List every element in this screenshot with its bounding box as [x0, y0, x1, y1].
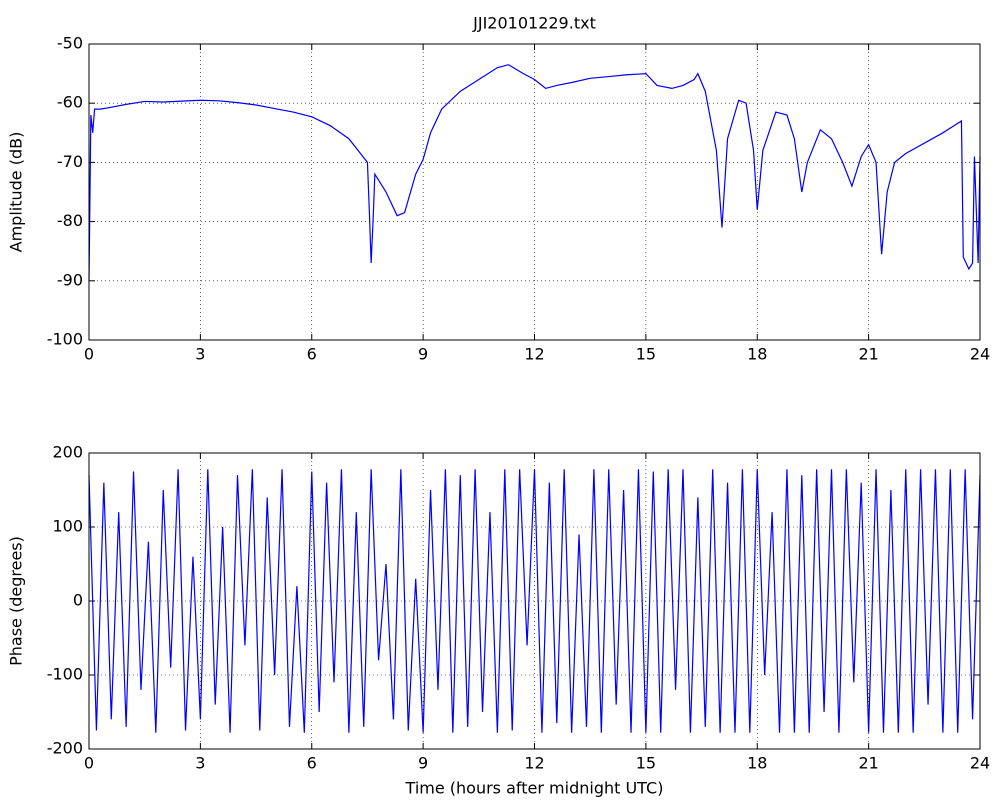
x-tick-label: 6: [307, 754, 317, 773]
data-line: [88, 469, 981, 733]
chart-title: JJI20101229.txt: [472, 14, 596, 33]
x-tick-label: 9: [418, 754, 428, 773]
x-tick-label: 18: [747, 345, 767, 364]
x-tick-label: 0: [84, 754, 94, 773]
y-tick-label: -100: [47, 330, 83, 349]
y-tick-label: 100: [52, 517, 83, 536]
axes-frame: [88, 43, 981, 341]
data-line: [88, 64, 981, 281]
y-tick-label: -80: [57, 211, 83, 230]
y-tick-label: -100: [47, 665, 83, 684]
x-tick-label: 3: [195, 345, 205, 364]
x-tick-label: 15: [636, 754, 656, 773]
y-tick-label: -70: [57, 152, 83, 171]
y-axis-label: Phase (degrees): [7, 536, 26, 666]
x-tick-label: 24: [970, 345, 990, 364]
y-tick-label: -90: [57, 270, 83, 289]
y-tick-label: 0: [73, 591, 83, 610]
x-tick-label: 12: [524, 754, 544, 773]
y-tick-label: -50: [57, 34, 83, 53]
y-tick-label: 200: [52, 443, 83, 462]
axes-frame: [88, 452, 981, 750]
x-axis-label: Time (hours after midnight UTC): [405, 779, 664, 798]
y-axis-label: Amplitude (dB): [7, 132, 26, 253]
x-tick-label: 6: [307, 345, 317, 364]
x-tick-label: 3: [195, 754, 205, 773]
x-tick-label: 12: [524, 345, 544, 364]
x-tick-label: 24: [970, 754, 990, 773]
x-tick-label: 9: [418, 345, 428, 364]
x-tick-label: 21: [858, 345, 878, 364]
x-tick-label: 18: [747, 754, 767, 773]
y-tick-label: -200: [47, 739, 83, 758]
x-tick-label: 21: [858, 754, 878, 773]
x-tick-label: 0: [84, 345, 94, 364]
y-tick-label: -60: [57, 93, 83, 112]
x-tick-label: 15: [636, 345, 656, 364]
